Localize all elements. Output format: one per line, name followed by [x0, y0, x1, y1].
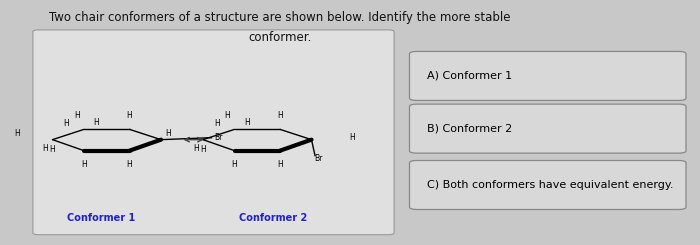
FancyBboxPatch shape [410, 104, 686, 153]
Text: H: H [50, 145, 55, 154]
Text: H: H [81, 160, 87, 169]
Text: H: H [277, 160, 283, 169]
FancyBboxPatch shape [410, 160, 686, 209]
Text: conformer.: conformer. [248, 31, 312, 44]
Text: H: H [165, 129, 171, 138]
Text: H: H [349, 133, 355, 142]
Text: Conformer 1: Conformer 1 [67, 213, 136, 223]
Text: H: H [127, 111, 132, 120]
Text: Br: Br [314, 154, 323, 162]
Text: H: H [74, 111, 80, 120]
Text: Two chair conformers of a structure are shown below. Identify the more stable: Two chair conformers of a structure are … [49, 11, 511, 24]
Text: H: H [225, 111, 230, 120]
Text: H: H [232, 160, 237, 169]
Text: B) Conformer 2: B) Conformer 2 [427, 124, 512, 134]
Text: H: H [64, 119, 69, 128]
Text: A) Conformer 1: A) Conformer 1 [427, 71, 512, 81]
Text: Conformer 2: Conformer 2 [239, 213, 307, 223]
Text: H: H [277, 111, 283, 120]
Text: H: H [43, 144, 48, 153]
Text: C) Both conformers have equivalent energy.: C) Both conformers have equivalent energ… [427, 180, 673, 190]
Text: H: H [200, 145, 206, 154]
Text: H: H [193, 144, 199, 153]
Text: H: H [127, 160, 132, 169]
Text: H: H [15, 129, 20, 138]
FancyBboxPatch shape [410, 51, 686, 100]
FancyBboxPatch shape [33, 30, 394, 235]
Text: H: H [214, 119, 220, 128]
Text: H: H [94, 118, 99, 126]
Text: Br: Br [214, 133, 223, 142]
Text: H: H [244, 118, 250, 126]
